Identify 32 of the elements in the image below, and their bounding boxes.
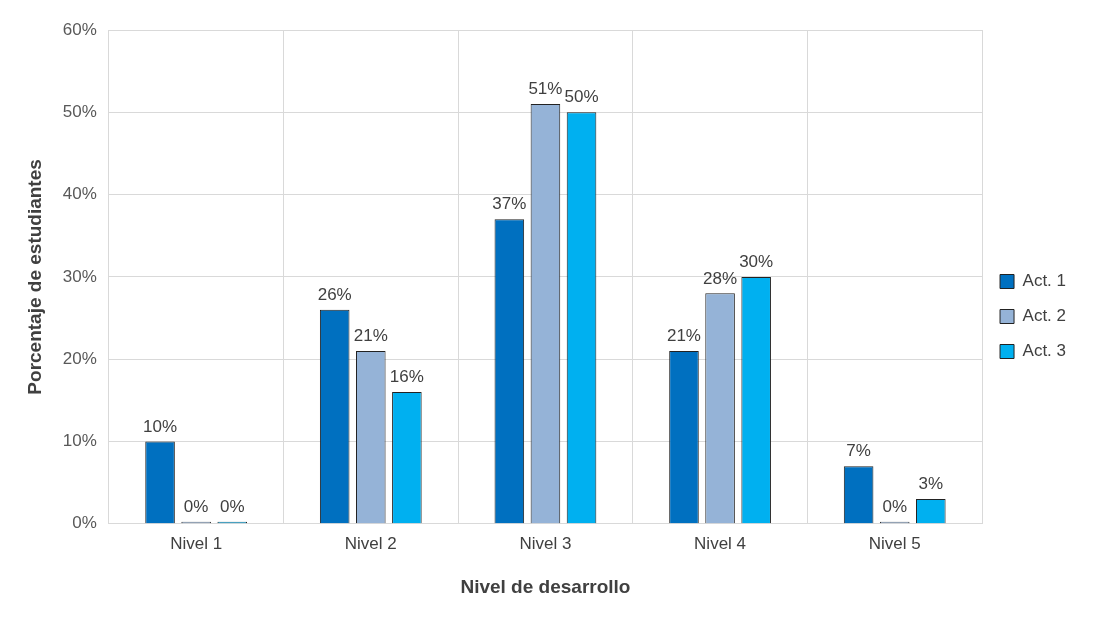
data-label: 0% [882, 496, 907, 516]
x-tick-label: Nivel 3 [519, 533, 572, 553]
x-tick-label: Nivel 5 [868, 533, 921, 553]
data-label: 3% [918, 474, 944, 494]
y-tick-label: 40% [62, 184, 97, 204]
data-label: 0% [183, 496, 209, 516]
y-axis-title: Porcentaje de estudiantes [23, 159, 45, 395]
data-label: 0% [219, 496, 245, 516]
y-tick-label: 30% [62, 266, 97, 286]
data-label: 28% [703, 268, 738, 288]
legend-label: Act. 3 [1022, 341, 1067, 361]
legend-label: Act. 2 [1022, 306, 1067, 326]
data-label: 10% [143, 416, 178, 436]
y-tick-label: 50% [62, 101, 97, 121]
data-label: 37% [492, 194, 527, 214]
data-label: 30% [739, 252, 774, 272]
x-tick-label: Nivel 2 [344, 533, 397, 553]
data-label: 7% [846, 441, 871, 461]
x-axis-title: Nivel de desarrollo [460, 575, 631, 597]
data-label: 16% [389, 367, 424, 387]
data-label: 51% [528, 79, 563, 99]
legend-label: Act. 1 [1022, 271, 1067, 291]
x-tick-label: Nivel 1 [170, 533, 223, 553]
y-tick-label: 60% [62, 19, 97, 39]
data-label: 50% [564, 87, 599, 107]
data-label: 21% [353, 326, 388, 346]
y-tick-label: 10% [62, 431, 97, 451]
data-label: 21% [666, 326, 701, 346]
y-tick-label: 20% [62, 348, 97, 368]
y-tick-label: 0% [72, 513, 97, 533]
data-label: 26% [317, 285, 352, 305]
x-tick-label: Nivel 4 [694, 533, 747, 553]
